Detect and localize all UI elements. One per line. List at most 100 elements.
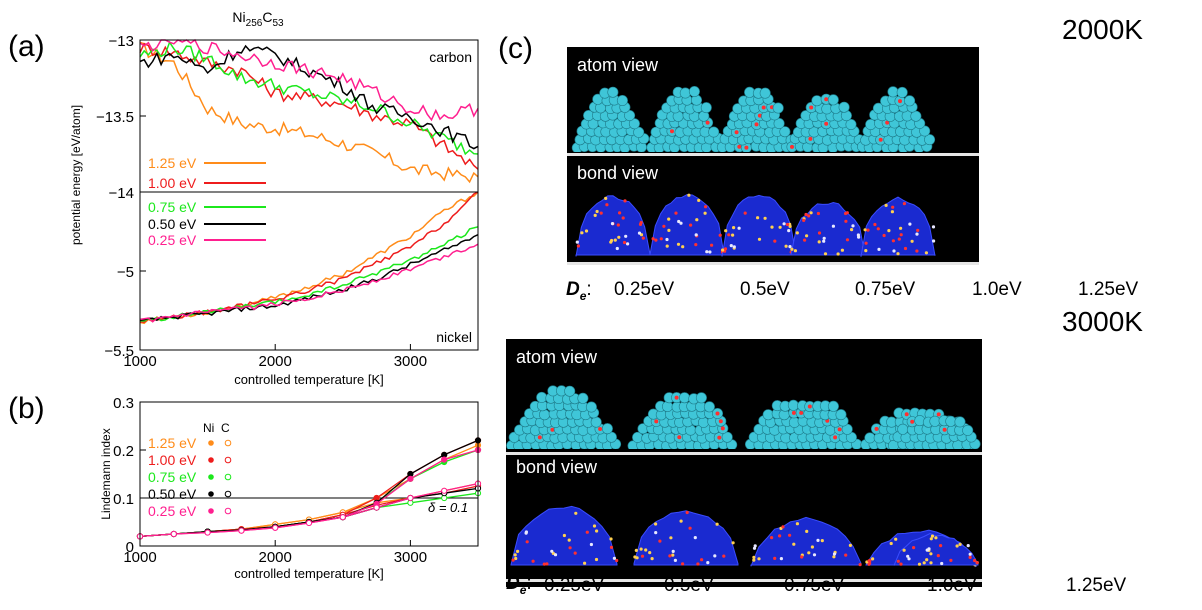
de-value: 1.0eV	[972, 279, 1022, 300]
carbon-bond-dot	[882, 233, 886, 238]
carbon-bond-dot	[731, 541, 735, 545]
bond-view-images	[510, 505, 979, 568]
atom-sphere	[897, 423, 909, 435]
series-line-0-75-eV	[139, 40, 479, 156]
legend-label: 1.00 eV	[148, 452, 197, 468]
carbon-bond-dot	[609, 240, 613, 244]
atom-sphere	[919, 125, 931, 137]
white-dot	[940, 561, 944, 566]
carbon-bond-dot	[567, 538, 571, 542]
y-tick-label: −13	[109, 33, 134, 50]
x-tick-label: 2000	[259, 353, 292, 370]
atom-sphere	[954, 416, 966, 428]
white-dot	[612, 556, 616, 560]
white-dot	[705, 250, 709, 254]
panel-a-bottom-plot	[139, 191, 479, 325]
carbon-bond-dot	[727, 233, 731, 237]
data-point-c	[305, 519, 313, 527]
atom-sphere	[538, 409, 550, 421]
carbon-bond-dot	[669, 536, 673, 540]
atom-sphere	[924, 134, 936, 146]
plot-frame	[139, 39, 479, 351]
legend-marker-c	[224, 507, 232, 515]
atom-sphere	[759, 87, 771, 99]
carbon-bond-dot	[832, 555, 836, 559]
white-dot	[654, 531, 658, 535]
de-value: 0.75eV	[855, 279, 916, 300]
carbon-bond-dot	[802, 218, 806, 222]
atom-sphere	[772, 102, 784, 114]
carbon-bond-dot	[915, 249, 919, 253]
carbon-bond-dot	[795, 522, 799, 526]
carbon-bond-dot	[616, 223, 620, 227]
atom-sphere	[787, 399, 799, 411]
white-dot	[693, 536, 697, 540]
white-dot	[932, 239, 936, 243]
atom-sphere	[721, 431, 733, 443]
carbon-bond-dot	[910, 239, 914, 243]
white-dot	[737, 226, 741, 230]
atom-sphere	[962, 424, 974, 436]
carbon-bond-dot	[654, 522, 658, 526]
carbon-bond-dot	[763, 216, 767, 220]
carbon-atom	[705, 120, 710, 125]
carbon-bond-dot	[576, 244, 580, 248]
divider	[506, 579, 982, 582]
legend-marker-c	[224, 456, 232, 464]
carbon-bond-dot	[899, 562, 903, 566]
legend-label: 1.25 eV	[148, 155, 197, 171]
atom-sphere	[601, 423, 613, 435]
carbon-bond-dot	[696, 562, 700, 566]
carbon-atom	[790, 144, 794, 149]
white-dot	[832, 552, 837, 556]
atom-sphere	[628, 118, 640, 130]
carbon-bond-dot	[871, 557, 875, 561]
atom-sphere	[827, 94, 839, 106]
white-dot	[550, 549, 554, 553]
carbon-bond-dot	[845, 211, 849, 215]
atom-sphere	[698, 416, 710, 428]
series-line-0-25-eV	[139, 243, 479, 323]
carbon-bond-dot	[866, 228, 870, 232]
carbon-bond-dot	[621, 216, 625, 220]
atom-sphere	[811, 95, 823, 107]
carbon-bond-dot	[795, 231, 799, 235]
de-value: 1.25eV	[1078, 279, 1139, 300]
carbon-atom	[715, 411, 720, 416]
carbon-atom	[885, 120, 890, 125]
atom-sphere	[616, 94, 628, 106]
carbon-bond-dot	[609, 537, 613, 541]
carbon-bond-dot	[676, 242, 681, 246]
divider	[567, 153, 979, 156]
carbon-annotation: carbon	[429, 49, 472, 65]
white-dot	[732, 245, 736, 249]
carbon-atom	[670, 129, 674, 134]
white-dot	[665, 237, 669, 242]
white-dot	[787, 229, 791, 233]
carbon-bond-dot	[585, 530, 589, 534]
white-dot	[907, 557, 911, 561]
carbon-bond-dot	[929, 561, 933, 565]
series-line-1-25-eV	[139, 41, 479, 184]
data-point-c	[170, 530, 177, 538]
bond-body	[893, 532, 979, 566]
carbon-bond-dot	[594, 557, 599, 562]
carbon-atom	[808, 136, 813, 141]
carbon-bond-dot	[615, 558, 619, 563]
carbon-bond-dot	[889, 541, 893, 546]
data-point-c	[204, 529, 211, 536]
carbon-atom	[744, 145, 749, 150]
carbon-bond-dot	[792, 542, 796, 546]
carbon-bond-dot	[525, 540, 529, 544]
carbon-bond-dot	[840, 248, 844, 252]
legend-label: 0.75 eV	[148, 469, 197, 485]
bond-body	[860, 196, 936, 257]
carbon-atom	[898, 99, 902, 104]
atom-sphere	[838, 101, 850, 113]
carbon-bond-dot	[756, 216, 760, 220]
carbon-atom	[807, 404, 812, 409]
carbon-bond-dot	[644, 548, 648, 552]
legend-marker-ni	[208, 474, 214, 480]
carbon-bond-dot	[816, 211, 820, 216]
